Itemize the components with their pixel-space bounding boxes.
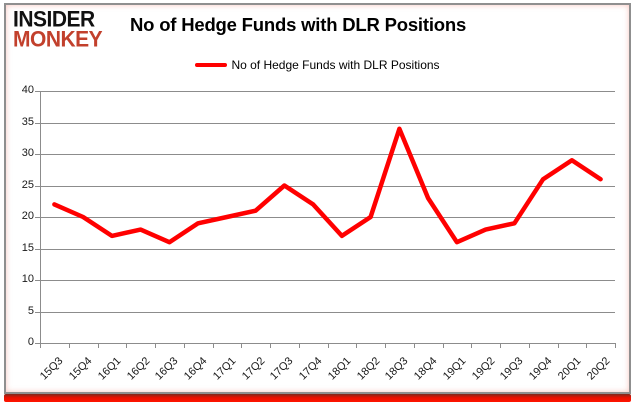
logo-monkey-text: MONKEY xyxy=(13,27,103,52)
y-axis-tick xyxy=(35,311,40,313)
y-axis-line xyxy=(40,91,41,348)
x-axis-label: 17Q3 xyxy=(268,355,296,383)
x-axis-tick xyxy=(183,343,185,348)
x-axis-label: 19Q1 xyxy=(440,355,469,383)
y-axis-tick xyxy=(35,280,40,281)
gridline xyxy=(40,185,615,187)
x-axis-label: 19Q4 xyxy=(527,355,555,383)
x-axis-label: 18Q3 xyxy=(383,355,411,383)
y-axis-label: 25 xyxy=(21,178,34,191)
trend-line xyxy=(52,126,603,245)
x-axis-label: 20Q2 xyxy=(584,355,613,383)
chart-title: No of Hedge Funds with DLR Positions xyxy=(130,14,467,35)
y-axis-tick xyxy=(35,185,40,187)
x-axis-tick xyxy=(212,343,214,348)
y-axis-tick xyxy=(35,122,40,124)
y-axis-label: 40 xyxy=(21,84,34,96)
x-axis-tick xyxy=(126,343,128,348)
x-axis-tick xyxy=(528,343,530,348)
x-axis-tick xyxy=(298,343,300,348)
x-axis-label: 18Q1 xyxy=(325,355,354,383)
x-axis-tick xyxy=(615,343,616,348)
x-axis-tick xyxy=(557,343,559,348)
x-axis-label: 17Q4 xyxy=(297,355,325,383)
gridline xyxy=(40,248,615,250)
x-axis-tick xyxy=(327,343,329,348)
x-axis-tick xyxy=(442,343,444,348)
insider-monkey-logo: INSIDER MONKEY xyxy=(13,7,103,52)
x-axis-label: 16Q3 xyxy=(153,355,181,383)
x-axis-label: 16Q1 xyxy=(95,355,124,383)
x-axis-tick xyxy=(500,343,501,348)
bottom-red-bar xyxy=(4,394,631,402)
x-axis-tick xyxy=(356,343,358,348)
x-axis-label: 16Q2 xyxy=(124,355,153,383)
legend: No of Hedge Funds with DLR Positions xyxy=(6,58,629,72)
gridline xyxy=(40,122,615,124)
y-axis-label: 10 xyxy=(21,273,34,285)
y-axis-label: 15 xyxy=(21,241,34,254)
x-axis-tick xyxy=(270,343,271,348)
x-axis-label: 16Q4 xyxy=(182,355,210,383)
x-axis-tick xyxy=(68,343,70,348)
plot-area xyxy=(35,91,615,344)
y-axis-label: 20 xyxy=(21,210,34,222)
y-axis-tick xyxy=(35,343,40,344)
x-axis-label: 15Q4 xyxy=(67,355,95,383)
gridline xyxy=(40,280,615,281)
y-axis-label: 0 xyxy=(27,336,34,348)
gridline xyxy=(40,154,615,155)
y-axis-label: 5 xyxy=(27,304,34,317)
x-axis-tick xyxy=(413,343,415,348)
logo-insider-text: INSIDER xyxy=(13,7,95,32)
legend-line-icon xyxy=(195,62,228,68)
x-axis-label: 20Q1 xyxy=(555,355,584,383)
x-axis-label: 17Q1 xyxy=(210,355,239,383)
x-axis-tick xyxy=(40,343,41,348)
x-axis-tick xyxy=(471,343,473,348)
y-axis-tick xyxy=(35,154,40,155)
x-axis-label: 19Q2 xyxy=(469,355,498,383)
x-axis-tick xyxy=(155,343,156,348)
line-chart-svg xyxy=(52,126,603,245)
gridline xyxy=(40,91,615,92)
y-axis-tick xyxy=(35,217,40,218)
x-axis-tick xyxy=(385,343,386,348)
x-axis-label: 15Q3 xyxy=(38,355,66,383)
x-axis-tick xyxy=(241,343,243,348)
chart-frame: INSIDER MONKEY No of Hedge Funds with DL… xyxy=(4,3,631,394)
y-axis-label: 35 xyxy=(21,115,34,128)
x-axis-label: 19Q3 xyxy=(498,355,526,383)
y-axis-tick xyxy=(35,248,40,250)
x-axis-label: 18Q2 xyxy=(354,355,383,383)
x-axis-label: 18Q4 xyxy=(412,355,440,383)
y-axis-tick xyxy=(35,91,40,92)
y-axis-label: 30 xyxy=(21,147,34,159)
x-axis-tick xyxy=(586,343,588,348)
gridline xyxy=(40,311,615,313)
x-axis-label: 17Q2 xyxy=(239,355,268,383)
legend-label: No of Hedge Funds with DLR Positions xyxy=(231,58,440,72)
x-axis-tick xyxy=(97,343,99,348)
